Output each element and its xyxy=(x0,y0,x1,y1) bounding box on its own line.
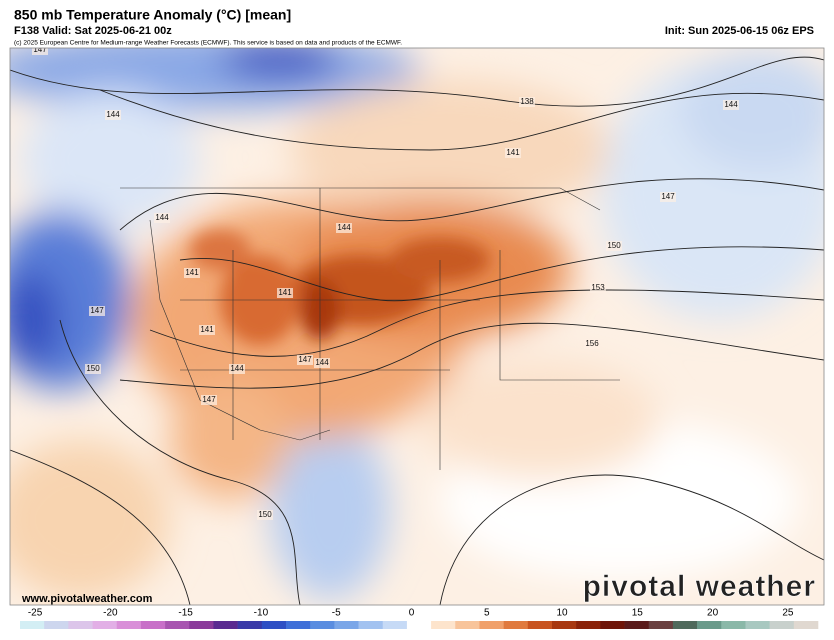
colorbar-swatch xyxy=(310,621,335,629)
valid-time: F138 Valid: Sat 2025-06-21 00z xyxy=(14,25,172,37)
contour-label-bg xyxy=(297,355,313,365)
map: 1471441381411441441441471411411501531471… xyxy=(10,45,824,605)
colorbar: -25 -20 -15 -10 -5 0 5 10 15 20 25 xyxy=(20,608,819,629)
contour-label: 144 xyxy=(337,223,351,232)
colorbar-swatch xyxy=(455,621,480,629)
colorbar-swatch xyxy=(576,621,601,629)
colorbar-tick-label: 25 xyxy=(782,608,794,619)
contour-label: 144 xyxy=(155,213,169,222)
contour-label-bg xyxy=(723,100,739,110)
init-time: Init: Sun 2025-06-15 06z EPS xyxy=(665,25,814,37)
contour-label-bg xyxy=(154,213,170,223)
colorbar-swatch xyxy=(406,621,432,629)
contour-label: 150 xyxy=(258,510,272,519)
contour-label-bg xyxy=(606,241,622,251)
colorbar-swatch xyxy=(358,621,384,629)
colorbar-tick-label: -25 xyxy=(28,608,43,619)
colorbar-swatch xyxy=(261,621,287,629)
contour-label-bg xyxy=(89,306,105,316)
contour-label: 147 xyxy=(90,306,104,315)
colorbar-tick-label: 20 xyxy=(707,608,719,619)
contour-label: 141 xyxy=(506,148,520,157)
contour-label: 156 xyxy=(585,339,599,348)
contour-label-bg xyxy=(85,364,101,374)
logo: pivotal weather xyxy=(583,570,816,603)
website: www.pivotalweather.com xyxy=(21,593,153,605)
colorbar-swatch xyxy=(479,621,504,629)
contour-label: 141 xyxy=(200,325,214,334)
contour-label: 141 xyxy=(278,288,292,297)
contour-label-bg xyxy=(314,358,330,368)
contour-label-bg xyxy=(32,48,48,55)
colorbar-swatch xyxy=(697,621,722,629)
contour-label: 147 xyxy=(298,355,312,364)
copyright: (c) 2025 European Centre for Medium-rang… xyxy=(14,40,402,47)
colorbar-tick-label: -5 xyxy=(332,608,341,619)
colorbar-swatch xyxy=(92,621,118,629)
colorbar-swatch xyxy=(237,621,263,629)
colorbar-swatch xyxy=(189,621,214,629)
colorbar-swatch xyxy=(672,621,698,629)
colorbar-tick-label: 10 xyxy=(556,608,568,619)
contour-label: 138 xyxy=(520,97,534,106)
colorbar-swatch xyxy=(745,621,770,629)
contour-label-bg xyxy=(584,339,600,349)
colorbar-swatch xyxy=(431,621,456,629)
contour-label: 144 xyxy=(724,100,738,109)
colorbar-swatch xyxy=(600,621,625,629)
contour-label: 150 xyxy=(86,364,100,373)
contour-label-bg xyxy=(199,325,215,335)
contour-label-bg xyxy=(105,110,121,120)
contour-label: 144 xyxy=(106,110,120,119)
colorbar-tick-label: 0 xyxy=(409,608,415,619)
colorbar-swatch xyxy=(213,621,238,629)
contour-label-bg xyxy=(184,268,200,278)
colorbar-swatch xyxy=(68,621,93,629)
colorbar-swatch xyxy=(552,621,577,629)
colorbar-swatch xyxy=(116,621,142,629)
colorbar-swatch xyxy=(44,621,69,629)
colorbar-tick-label: -20 xyxy=(103,608,118,619)
contour-label-bg xyxy=(277,288,293,298)
colorbar-tick-label: -15 xyxy=(178,608,193,619)
colorbar-swatch xyxy=(165,621,190,629)
colorbar-swatch xyxy=(769,621,795,629)
colorbar-swatch xyxy=(382,621,408,629)
colorbar-tick-label: -10 xyxy=(254,608,269,619)
colorbar-tick-label: 5 xyxy=(484,608,490,619)
colorbar-swatch xyxy=(793,621,819,629)
contour-label-bg xyxy=(505,148,521,158)
colorbar-swatch xyxy=(334,621,359,629)
contour-label-bg xyxy=(336,223,352,233)
colorbar-tick-label: 15 xyxy=(632,608,644,619)
colorbar-swatch xyxy=(503,621,529,629)
contour-label-bg xyxy=(519,97,535,107)
contour-label-bg xyxy=(590,283,606,293)
contour-label: 144 xyxy=(315,358,329,367)
contour-label: 141 xyxy=(185,268,199,277)
colorbar-swatch xyxy=(140,621,166,629)
colorbar-swatch xyxy=(20,621,45,629)
colorbar-swatch xyxy=(624,621,650,629)
contour-label: 153 xyxy=(591,283,605,292)
colorbar-swatch xyxy=(648,621,674,629)
colorbar-swatch xyxy=(721,621,746,629)
contour-label: 147 xyxy=(661,192,675,201)
colorbar-swatch xyxy=(527,621,553,629)
colorbar-swatch xyxy=(286,621,311,629)
title: 850 mb Temperature Anomaly (°C) [mean] xyxy=(14,7,291,23)
contour-label-bg xyxy=(201,395,217,405)
contour-label: 144 xyxy=(230,364,244,373)
contour-label-bg xyxy=(257,510,273,520)
contour-label-bg xyxy=(229,364,245,374)
contour-label: 147 xyxy=(33,45,47,54)
contour-label-bg xyxy=(660,192,676,202)
contour-label: 150 xyxy=(607,241,621,250)
contour-label: 147 xyxy=(202,395,216,404)
